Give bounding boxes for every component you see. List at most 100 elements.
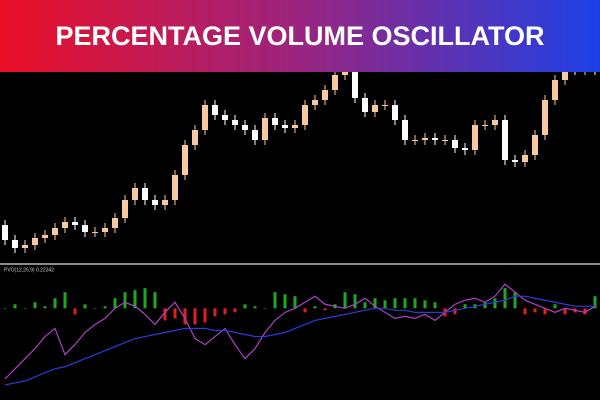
histogram-bar <box>433 302 437 309</box>
candle-body <box>82 225 88 232</box>
candle-body <box>162 200 168 205</box>
histogram-bar <box>293 296 297 309</box>
histogram-bar <box>13 304 17 309</box>
candle-body <box>242 125 248 130</box>
histogram-bar <box>463 304 467 309</box>
candle-body <box>52 228 58 235</box>
candle-body <box>302 105 308 125</box>
candle-body <box>12 240 18 248</box>
histogram-bar <box>493 298 497 309</box>
histogram-bar <box>273 292 277 309</box>
histogram-bar <box>323 308 327 311</box>
histogram-bar <box>303 308 307 313</box>
histogram-bar <box>33 302 37 309</box>
candle-body <box>552 80 558 100</box>
candle-body <box>442 140 448 141</box>
histogram-bar <box>193 308 197 325</box>
histogram-bar <box>3 308 7 309</box>
candle-body <box>492 120 498 125</box>
candle-body <box>262 118 268 140</box>
candle-body <box>382 105 388 106</box>
histogram-bar <box>283 294 287 309</box>
candle-body <box>22 245 28 248</box>
candle-body <box>532 135 538 155</box>
histogram-bar <box>243 304 247 309</box>
histogram-bar <box>543 308 547 315</box>
histogram-bar <box>233 308 237 313</box>
candle-body <box>362 98 368 112</box>
candle-body <box>112 218 118 228</box>
histogram-bar <box>133 290 137 309</box>
histogram-bar <box>313 306 317 309</box>
candle-body <box>482 125 488 126</box>
candle-body <box>272 118 278 125</box>
histogram-bar <box>183 308 187 325</box>
histogram-bar <box>403 298 407 309</box>
candle-body <box>42 235 48 238</box>
candle-body <box>282 125 288 128</box>
histogram-bar <box>593 296 597 309</box>
candle-body <box>232 120 238 125</box>
histogram-bar <box>93 308 97 309</box>
candle-body <box>122 200 128 218</box>
price-panel <box>2 63 598 253</box>
candle-body <box>132 188 138 200</box>
histogram-bar <box>563 308 567 315</box>
candle-body <box>502 120 508 160</box>
candle-body <box>512 160 518 162</box>
histogram-bar <box>113 298 117 309</box>
histogram-bar <box>553 304 557 309</box>
histogram-bar <box>73 308 77 315</box>
candle-body <box>422 138 428 140</box>
candle-body <box>432 138 438 140</box>
histogram-bar <box>203 308 207 323</box>
oscillator-line <box>4 295 595 386</box>
candle-body <box>222 115 228 120</box>
candle-body <box>522 155 528 162</box>
candle-body <box>412 140 418 141</box>
histogram-bar <box>583 308 587 315</box>
candle-body <box>202 105 208 130</box>
candle-body <box>212 105 218 115</box>
title-banner <box>0 0 600 72</box>
candle-body <box>462 148 468 150</box>
histogram-bar <box>393 298 397 309</box>
histogram-bar <box>373 298 377 309</box>
histogram-bar <box>143 288 147 309</box>
candle-body <box>192 130 198 145</box>
candle-body <box>2 225 8 240</box>
histogram-bar <box>173 308 177 319</box>
histogram-bar <box>483 302 487 309</box>
candle-body <box>542 100 548 135</box>
histogram-bar <box>123 292 127 309</box>
oscillator-panel <box>3 283 597 386</box>
chart-title: PERCENTAGE VOLUME OSCILLATOR <box>55 21 544 51</box>
histogram-bar <box>223 308 227 315</box>
candle-body <box>92 232 98 233</box>
candle-body <box>402 120 408 140</box>
candle-body <box>62 222 68 228</box>
histogram-bar <box>533 308 537 313</box>
candle-body <box>182 145 188 175</box>
candle-body <box>342 72 348 75</box>
candle-body <box>472 125 478 150</box>
histogram-bar <box>213 308 217 317</box>
histogram-bar <box>43 306 47 309</box>
candle-body <box>102 228 108 232</box>
candle-body <box>32 238 38 245</box>
histogram-bar <box>353 294 357 309</box>
histogram-bar <box>523 308 527 315</box>
histogram-bar <box>153 292 157 309</box>
histogram-bar <box>513 292 517 309</box>
indicator-label: PVO(12,26,9) 0.22342 <box>4 267 54 273</box>
histogram-bar <box>103 306 107 309</box>
histogram-bar <box>423 300 427 309</box>
candle-body <box>292 125 298 128</box>
candle-body <box>252 130 258 140</box>
candle-body <box>72 222 78 225</box>
candle-body <box>352 72 358 98</box>
candle-body <box>152 200 158 205</box>
histogram-bar <box>453 308 457 315</box>
